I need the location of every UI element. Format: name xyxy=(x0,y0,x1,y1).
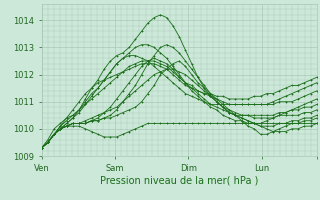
X-axis label: Pression niveau de la mer( hPa ): Pression niveau de la mer( hPa ) xyxy=(100,175,258,185)
